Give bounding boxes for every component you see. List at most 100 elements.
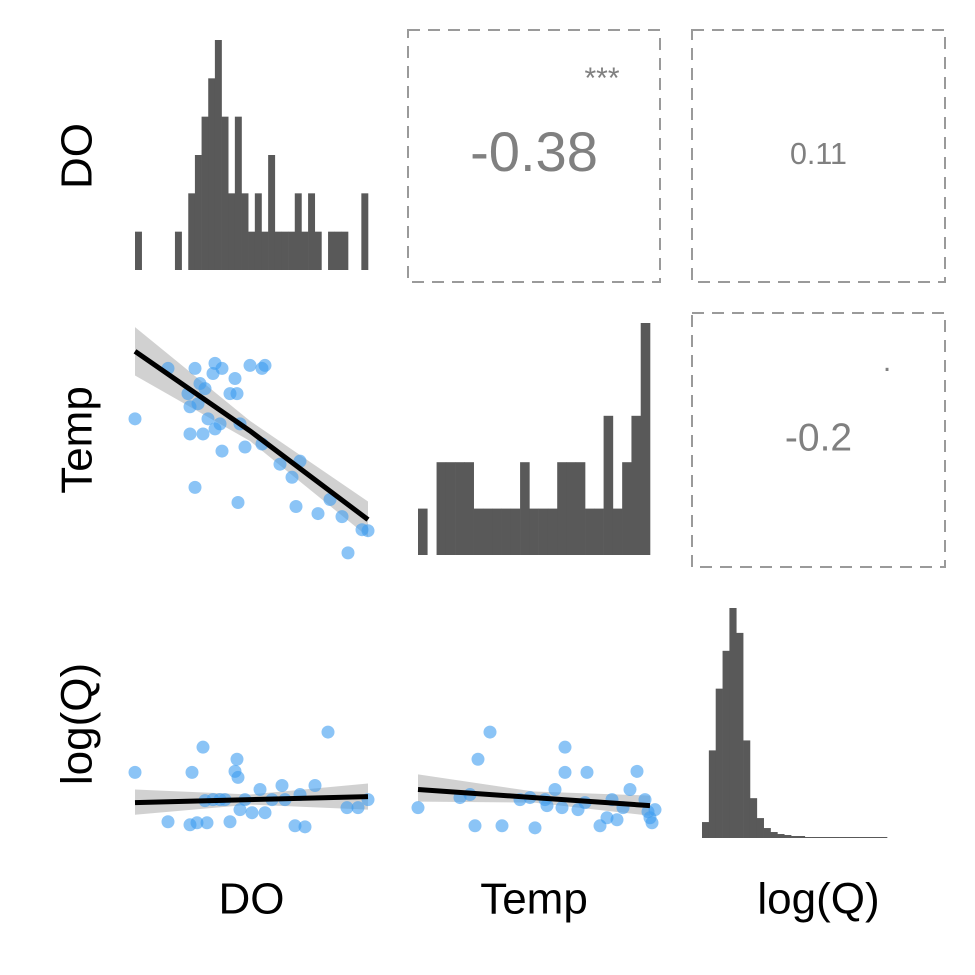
histogram-bar	[832, 837, 840, 838]
fit-line	[417, 787, 651, 809]
scatter-point	[228, 372, 242, 386]
scatter-point	[215, 361, 229, 375]
scatter-point	[630, 764, 644, 778]
scatter-point	[200, 816, 214, 830]
histogram-bar	[473, 508, 484, 555]
histogram-bar	[188, 193, 196, 270]
histogram-bar	[594, 508, 604, 555]
histogram-bar	[631, 415, 642, 555]
histogram-bar	[612, 508, 623, 555]
fit-line	[134, 794, 369, 806]
histogram-bar	[547, 508, 558, 555]
histogram-bar	[221, 116, 229, 271]
scatter-point	[528, 821, 542, 835]
histogram-bar	[445, 462, 456, 555]
scatter-point	[645, 816, 659, 830]
column-label: Temp	[480, 875, 588, 924]
row-label: log(Q)	[53, 663, 102, 785]
scatter-point	[580, 765, 594, 779]
histogram-bar	[784, 835, 792, 838]
histogram-bar	[241, 193, 249, 270]
histogram-bar	[268, 155, 276, 270]
histogram-bar	[873, 837, 881, 838]
scatter-point	[245, 806, 259, 820]
scatter-point	[558, 765, 572, 779]
scatter-point	[298, 820, 312, 834]
histogram-bar	[770, 832, 778, 838]
histogram-bar	[566, 462, 577, 555]
histogram-bar	[334, 231, 342, 270]
histogram-bar	[135, 231, 142, 270]
histogram-bar	[538, 508, 549, 555]
histogram-bar	[529, 508, 539, 555]
correlation-box	[407, 29, 661, 283]
fit-line	[133, 349, 370, 522]
scatter-point	[361, 524, 375, 538]
histogram-bar	[482, 508, 493, 555]
histogram-bar	[839, 837, 847, 838]
correlation-box	[691, 29, 946, 283]
correlation-box	[691, 312, 946, 568]
histogram-bar	[811, 837, 819, 838]
histogram-bar	[274, 231, 282, 270]
scatter-point	[128, 765, 142, 779]
column-label: DO	[219, 875, 285, 924]
scatter-point	[185, 765, 199, 779]
histogram-bar	[248, 231, 256, 270]
scatter-point	[230, 387, 244, 401]
histogram-bar	[852, 837, 860, 838]
significance-stars: .	[883, 345, 891, 378]
histogram-bar	[640, 323, 651, 555]
histogram-bar	[301, 231, 309, 270]
scatter-point	[213, 417, 227, 431]
histogram-bar	[328, 231, 336, 270]
scatter-point	[321, 725, 335, 739]
histogram-bar	[281, 231, 289, 270]
histogram-bar	[234, 116, 242, 271]
significance-stars: ***	[584, 62, 619, 95]
correlation-value: -0.38	[470, 120, 598, 183]
scatter-point	[289, 500, 303, 514]
histogram-bar	[622, 462, 632, 555]
scatter-point	[190, 816, 204, 830]
histogram-bar	[418, 508, 428, 555]
histogram-bar	[308, 193, 316, 270]
scatter-point	[610, 813, 624, 827]
histogram-bar	[201, 116, 209, 271]
scatter-point	[230, 752, 244, 766]
scatter-point	[341, 546, 355, 560]
histogram-bar	[866, 837, 874, 838]
scatter-point	[253, 783, 267, 797]
histogram-bar	[743, 740, 751, 838]
histogram-bar	[294, 193, 302, 270]
scatter-point	[623, 783, 637, 797]
scatter-point	[223, 815, 237, 829]
scatter-point	[351, 801, 365, 815]
histogram-bar	[254, 193, 262, 270]
scatter-point	[191, 397, 205, 411]
histogram-bar	[880, 837, 888, 838]
scatter-point	[255, 361, 269, 375]
histogram-bar	[736, 632, 744, 838]
histogram-bar	[174, 231, 182, 270]
histogram-bar	[575, 462, 586, 555]
histogram-bar	[859, 837, 867, 838]
column-label: log(Q)	[757, 875, 879, 924]
row-label: Temp	[53, 386, 102, 494]
scatter-point	[648, 803, 662, 817]
scatter-point	[183, 427, 197, 441]
scatter-point	[340, 801, 354, 815]
histogram-bar	[492, 508, 502, 555]
histogram-bar	[501, 508, 512, 555]
scatter-point	[201, 412, 215, 426]
scatter-point	[273, 457, 287, 471]
correlation-value: -0.2	[785, 416, 852, 459]
histogram-bar	[804, 837, 812, 838]
scatter-point	[188, 361, 202, 375]
histogram-bar	[214, 40, 222, 270]
histogram-bar	[288, 231, 296, 270]
scatter-point	[233, 803, 247, 817]
histogram-bar	[818, 837, 826, 838]
scatter-point	[311, 507, 325, 521]
